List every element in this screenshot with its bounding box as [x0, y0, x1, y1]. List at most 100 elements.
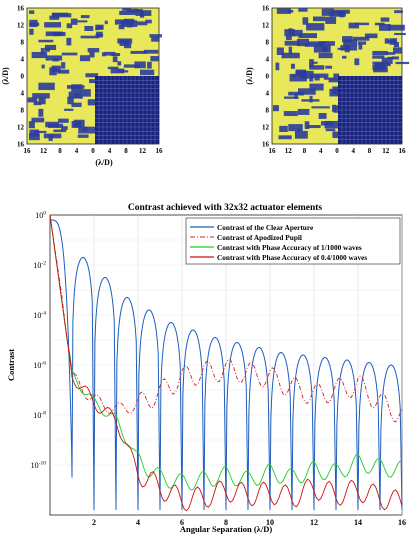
panel-y-tick-label: 8 [266, 107, 270, 115]
x-tick-label: 14 [354, 518, 362, 527]
top-left-hole-grid [95, 76, 159, 144]
mask-blob [323, 77, 335, 80]
mask-blob [325, 16, 337, 24]
mask-blob [302, 17, 309, 25]
mask-blob [140, 69, 155, 76]
mask-blob [278, 135, 292, 140]
mask-blob [292, 74, 296, 78]
mask-blob [279, 125, 288, 133]
mask-blob [80, 35, 100, 39]
panel-x-tick-label: 16 [24, 147, 32, 155]
y-tick-label: 10-2 [33, 261, 46, 271]
x-tick-label: 8 [224, 518, 228, 527]
mask-blob [119, 10, 136, 15]
mask-blob [38, 39, 54, 43]
panel-x-tick-label: 12 [139, 147, 147, 155]
panel-y-tick-label: 16 [17, 141, 25, 149]
mask-blob [296, 38, 309, 47]
mask-blob [288, 124, 303, 132]
mask-blob [298, 88, 316, 95]
mask-blob [380, 17, 390, 22]
mask-blob [111, 53, 121, 57]
mask-blob [357, 41, 367, 45]
mask-blob [149, 34, 162, 38]
mask-blob [281, 52, 300, 59]
panel-y-tick-label: 0 [266, 73, 270, 81]
mask-blob [394, 10, 403, 14]
mask-blob [364, 33, 378, 39]
mask-blob [325, 65, 333, 69]
mask-blob [101, 52, 106, 57]
mask-blob [289, 29, 303, 37]
mask-blob [394, 41, 399, 48]
mask-blob [87, 99, 98, 106]
mask-blob [339, 10, 345, 18]
mask-blob [388, 24, 405, 31]
panel-x-tick-label: 4 [108, 147, 112, 155]
panel-y-tick-label: 16 [262, 141, 270, 149]
mask-blob [320, 121, 334, 126]
panel-y-tick-label: 0 [21, 73, 25, 81]
top-left-x-ticks: 16 12 8 4 0 4 8 12 16 [24, 147, 164, 155]
panel-y-tick-label: 4 [21, 56, 25, 64]
mask-blob [312, 16, 326, 22]
mask-blob [285, 35, 292, 41]
series-clear-aperture-line [49, 215, 403, 511]
mask-blob [123, 64, 141, 68]
mask-blob [124, 43, 132, 49]
mask-blob [117, 70, 129, 73]
mask-blob [276, 47, 284, 55]
mask-blob [384, 38, 390, 44]
mask-blob [134, 61, 146, 69]
mask-blob [122, 8, 131, 11]
mask-blob [311, 61, 318, 64]
chart-series [49, 214, 403, 512]
mask-blob [313, 45, 331, 53]
mask-blob [79, 94, 83, 99]
x-tick-label: 12 [310, 518, 318, 527]
mask-blob [38, 108, 44, 117]
mask-blob [104, 20, 108, 25]
mask-blob [66, 37, 72, 46]
mask-blob [328, 78, 342, 83]
mask-blob [107, 66, 119, 70]
chart-plot-area [49, 214, 403, 516]
legend-label-phase-1-1000: Contrast with Phase Accuracy of 1/1000 w… [217, 243, 362, 252]
mask-blob [73, 92, 81, 99]
top-right-y-ticks: 16 12 8 4 0 4 8 12 16 [262, 5, 270, 149]
mask-blob [309, 77, 314, 82]
mask-blob [78, 126, 96, 134]
mask-blob [38, 97, 46, 105]
panel-y-tick-label: 4 [21, 90, 25, 98]
panel-x-tick-label: 8 [368, 147, 372, 155]
panel-x-tick-label: 8 [303, 147, 307, 155]
mask-blob [311, 106, 330, 109]
mask-blob [147, 61, 152, 69]
mask-blob [358, 43, 363, 50]
mask-blob [381, 57, 393, 64]
mask-blob [297, 128, 301, 132]
mask-blob [136, 21, 148, 26]
panel-y-tick-label: 16 [262, 5, 270, 13]
mask-blob [44, 22, 62, 28]
mask-blob [45, 31, 60, 37]
mask-blob [290, 63, 295, 69]
mask-blob [45, 55, 63, 61]
top-right-ylabel: (λ/D) [245, 67, 254, 85]
panel-x-tick-label: 16 [269, 147, 277, 155]
mask-blob [143, 49, 159, 54]
mask-blob [139, 10, 145, 18]
mask-blob [297, 108, 310, 115]
mask-blob [318, 41, 335, 46]
mask-blob [308, 41, 327, 44]
mask-blob [342, 36, 353, 43]
mask-blob [48, 123, 64, 128]
panel-y-tick-label: 12 [17, 124, 25, 132]
mask-blob [32, 93, 50, 99]
panel-y-tick-label: 12 [262, 124, 270, 132]
mask-blob [288, 46, 292, 55]
mask-blob [49, 15, 60, 20]
mask-blob [38, 82, 55, 91]
panel-x-tick-label: 0 [91, 147, 95, 155]
mask-blob [393, 47, 402, 54]
